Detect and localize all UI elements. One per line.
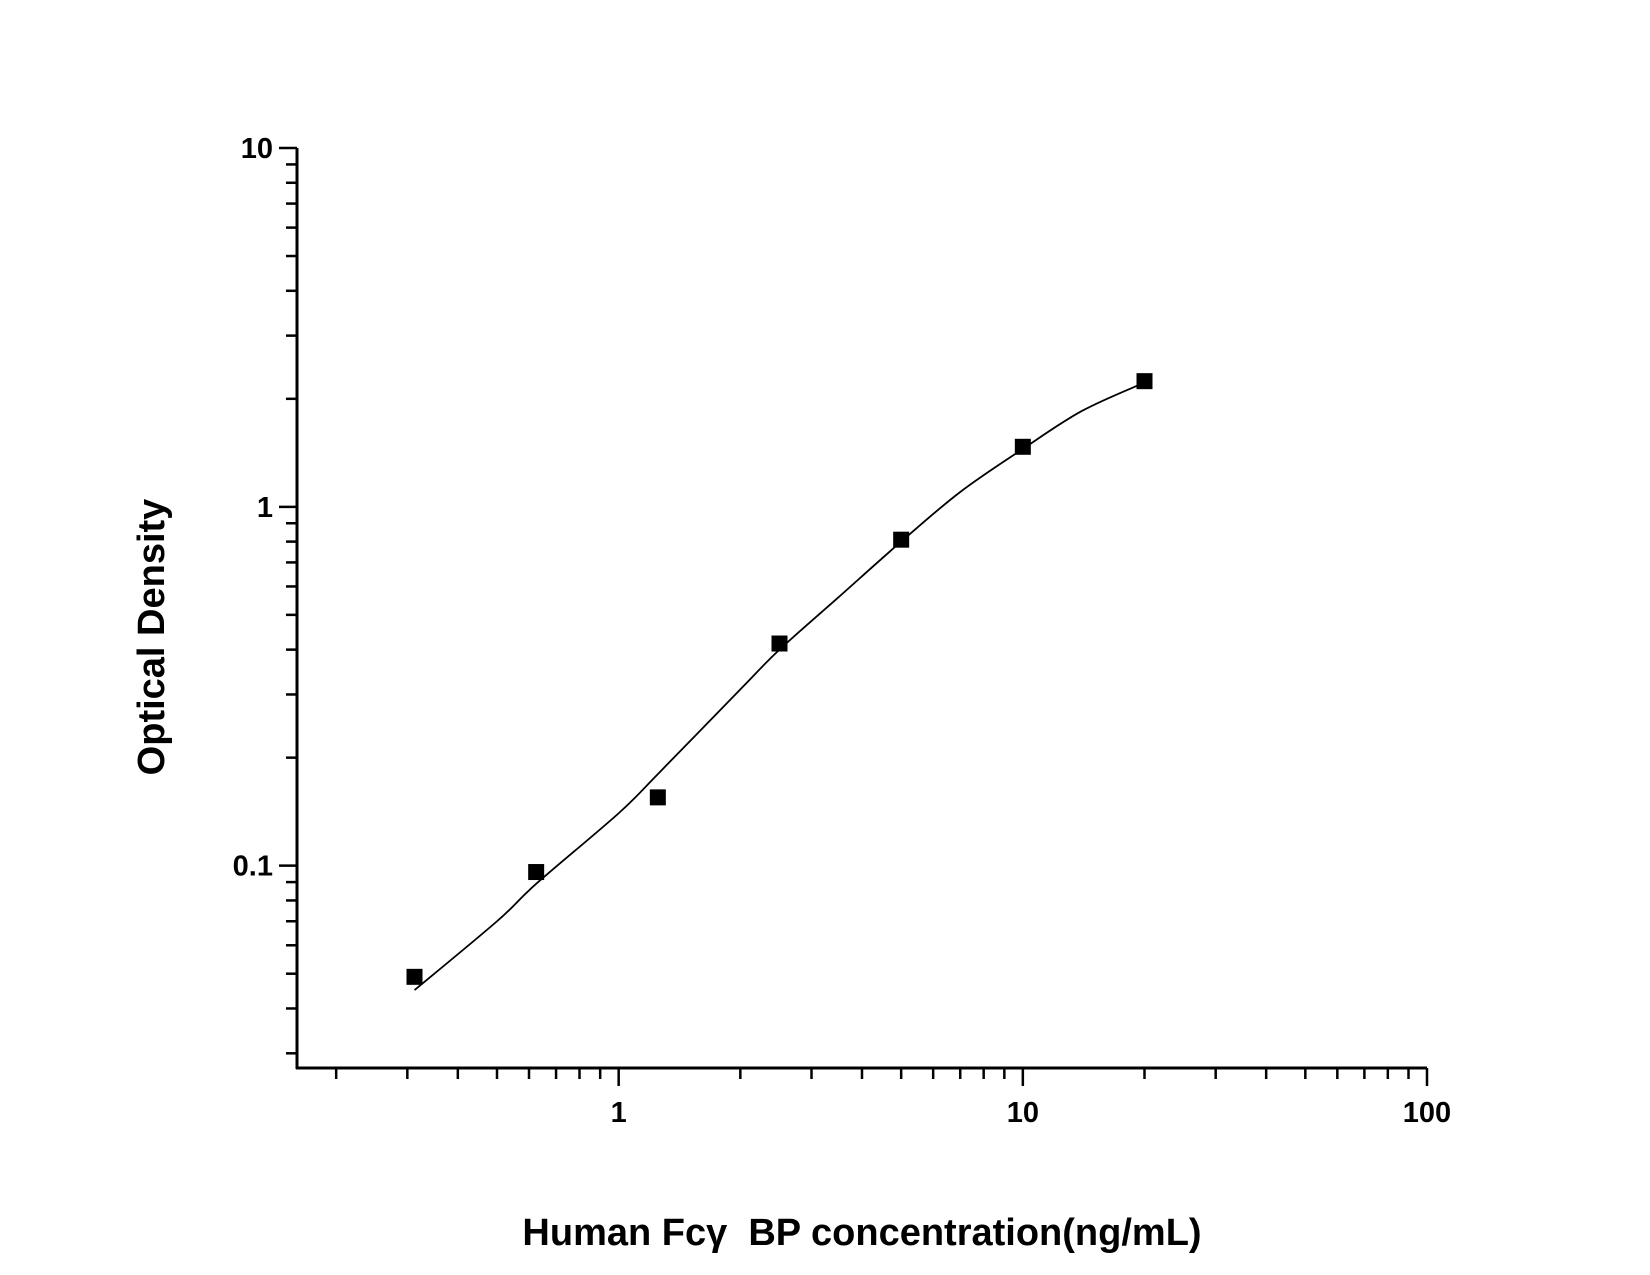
fit-curve [413,381,1145,991]
data-point [406,968,423,985]
y-tick-label: 10 [241,133,273,165]
data-point [528,864,545,881]
data-point [771,635,788,652]
y-tick-label: 1 [257,492,273,524]
y-axis-title: Optical Density [131,499,173,776]
x-tick-label: 1 [611,1097,627,1129]
x-axis-title: Human Fcγ BP concentration(ng/mL) [522,1212,1201,1254]
data-point [893,531,910,548]
x-tick-label: 100 [1403,1097,1451,1129]
data-point [1014,438,1031,455]
x-tick-label: 10 [1007,1097,1039,1129]
data-point [1136,373,1153,390]
marks [406,373,1153,991]
ticks: 1 10 100 0.1 1 10 [233,133,1452,1129]
axes [295,148,1427,1070]
y-tick-label: 0.1 [233,851,273,883]
data-point [649,789,666,806]
